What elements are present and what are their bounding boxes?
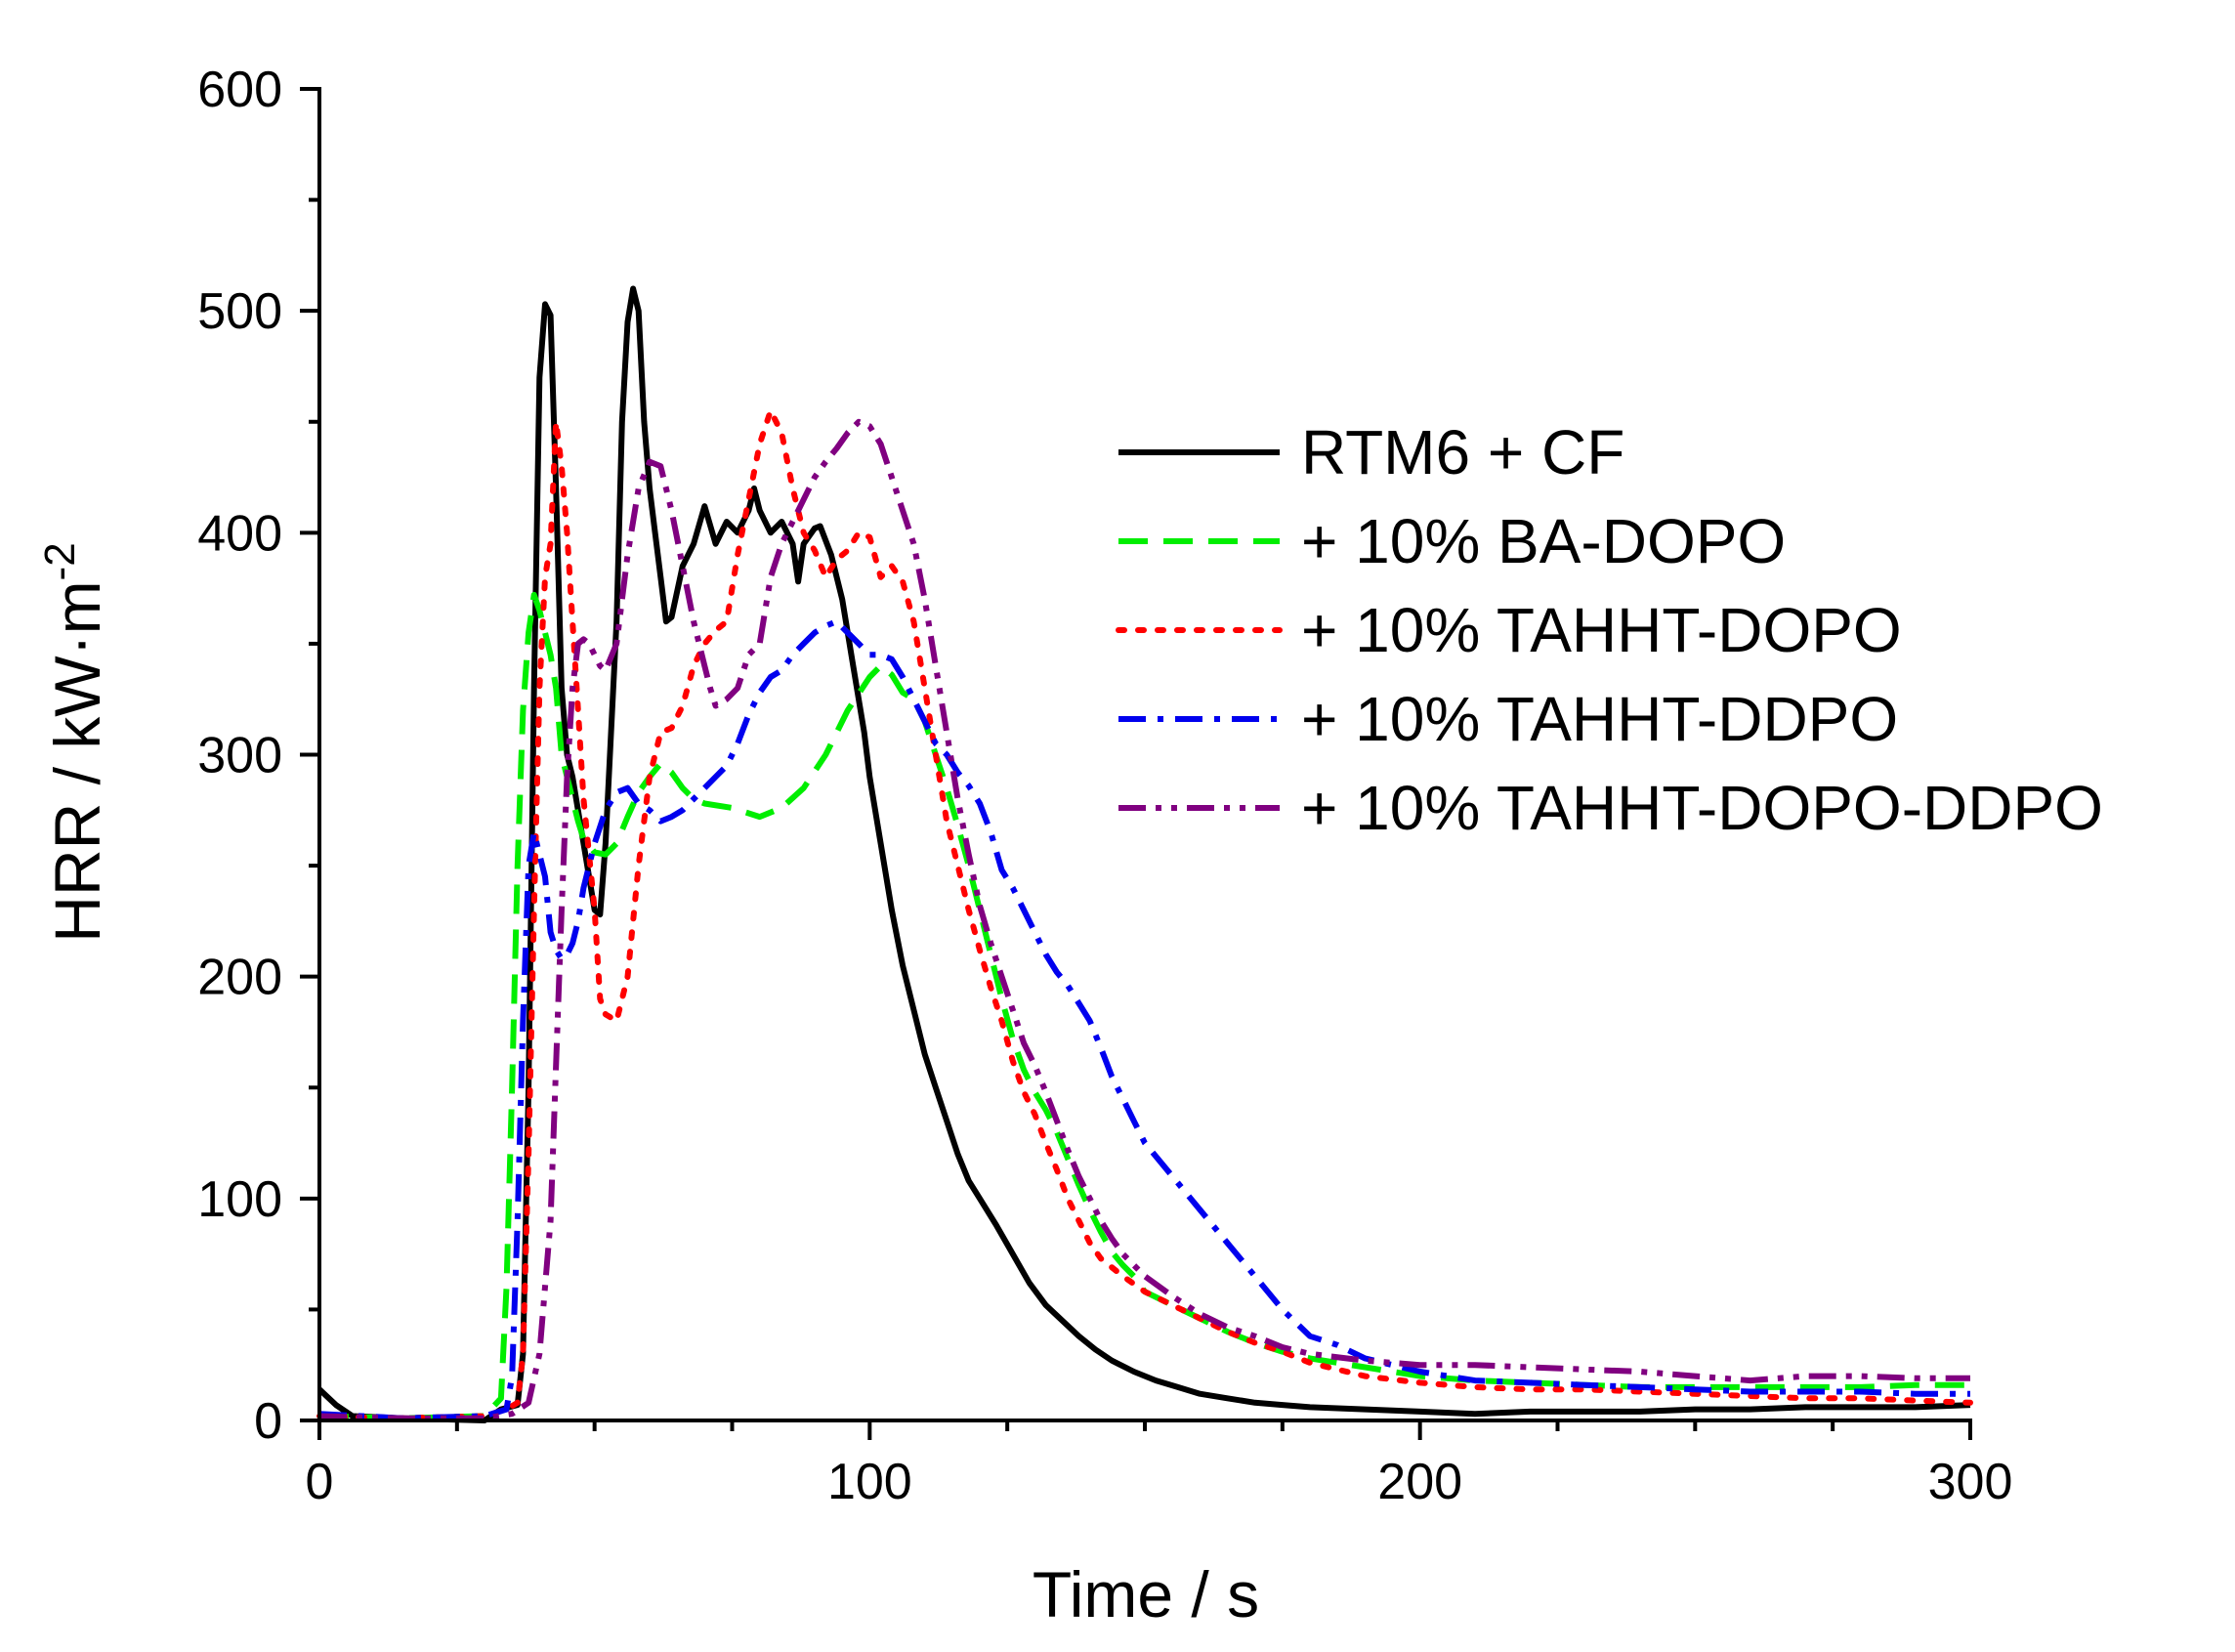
y-tick-label: 300 bbox=[197, 728, 282, 784]
y-axis-title-superscript: -2 bbox=[36, 542, 84, 580]
legend-label-4: + 10% TAHHT-DDPO bbox=[1301, 684, 1898, 754]
legend: RTM6 + CF + 10% BA-DOPO + 10% TAHHT-DOPO + … bbox=[1116, 417, 2103, 843]
y-tick-label: 500 bbox=[197, 283, 282, 340]
series-line-2 bbox=[318, 591, 1970, 1421]
x-axis-title: Time / s bbox=[1033, 1558, 1259, 1631]
x-tick-label: 200 bbox=[1377, 1454, 1462, 1510]
y-tick-label: 100 bbox=[197, 1171, 282, 1228]
plot-series-layer bbox=[316, 285, 1973, 1423]
y-axis-title: HRR / kW·m-2 bbox=[36, 542, 113, 942]
y-tick-label: 400 bbox=[197, 505, 282, 562]
legend-label-2: + 10% BA-DOPO bbox=[1301, 506, 1786, 576]
x-tick-label: 100 bbox=[827, 1454, 912, 1510]
series-line-4 bbox=[318, 618, 1970, 1421]
y-tick-label: 600 bbox=[197, 62, 282, 118]
legend-label-3: + 10% TAHHT-DOPO bbox=[1301, 595, 1902, 665]
series-line-1 bbox=[316, 285, 1971, 1423]
y-tick-label: 0 bbox=[254, 1393, 282, 1450]
y-tick-label: 200 bbox=[197, 950, 282, 1006]
series-line-5 bbox=[318, 418, 1970, 1421]
x-tick-label: 0 bbox=[306, 1454, 334, 1510]
series-line-3 bbox=[316, 407, 1973, 1421]
y-axis-title-main: HRR / kW·m bbox=[41, 580, 113, 942]
x-tick-label: 300 bbox=[1928, 1454, 2013, 1510]
legend-label-5: + 10% TAHHT-DOPO-DDPO bbox=[1301, 773, 2103, 843]
ticks: 0 100 200 300 400 500 600 0 100 200 300 bbox=[197, 62, 2012, 1510]
legend-label-1: RTM6 + CF bbox=[1301, 417, 1624, 487]
